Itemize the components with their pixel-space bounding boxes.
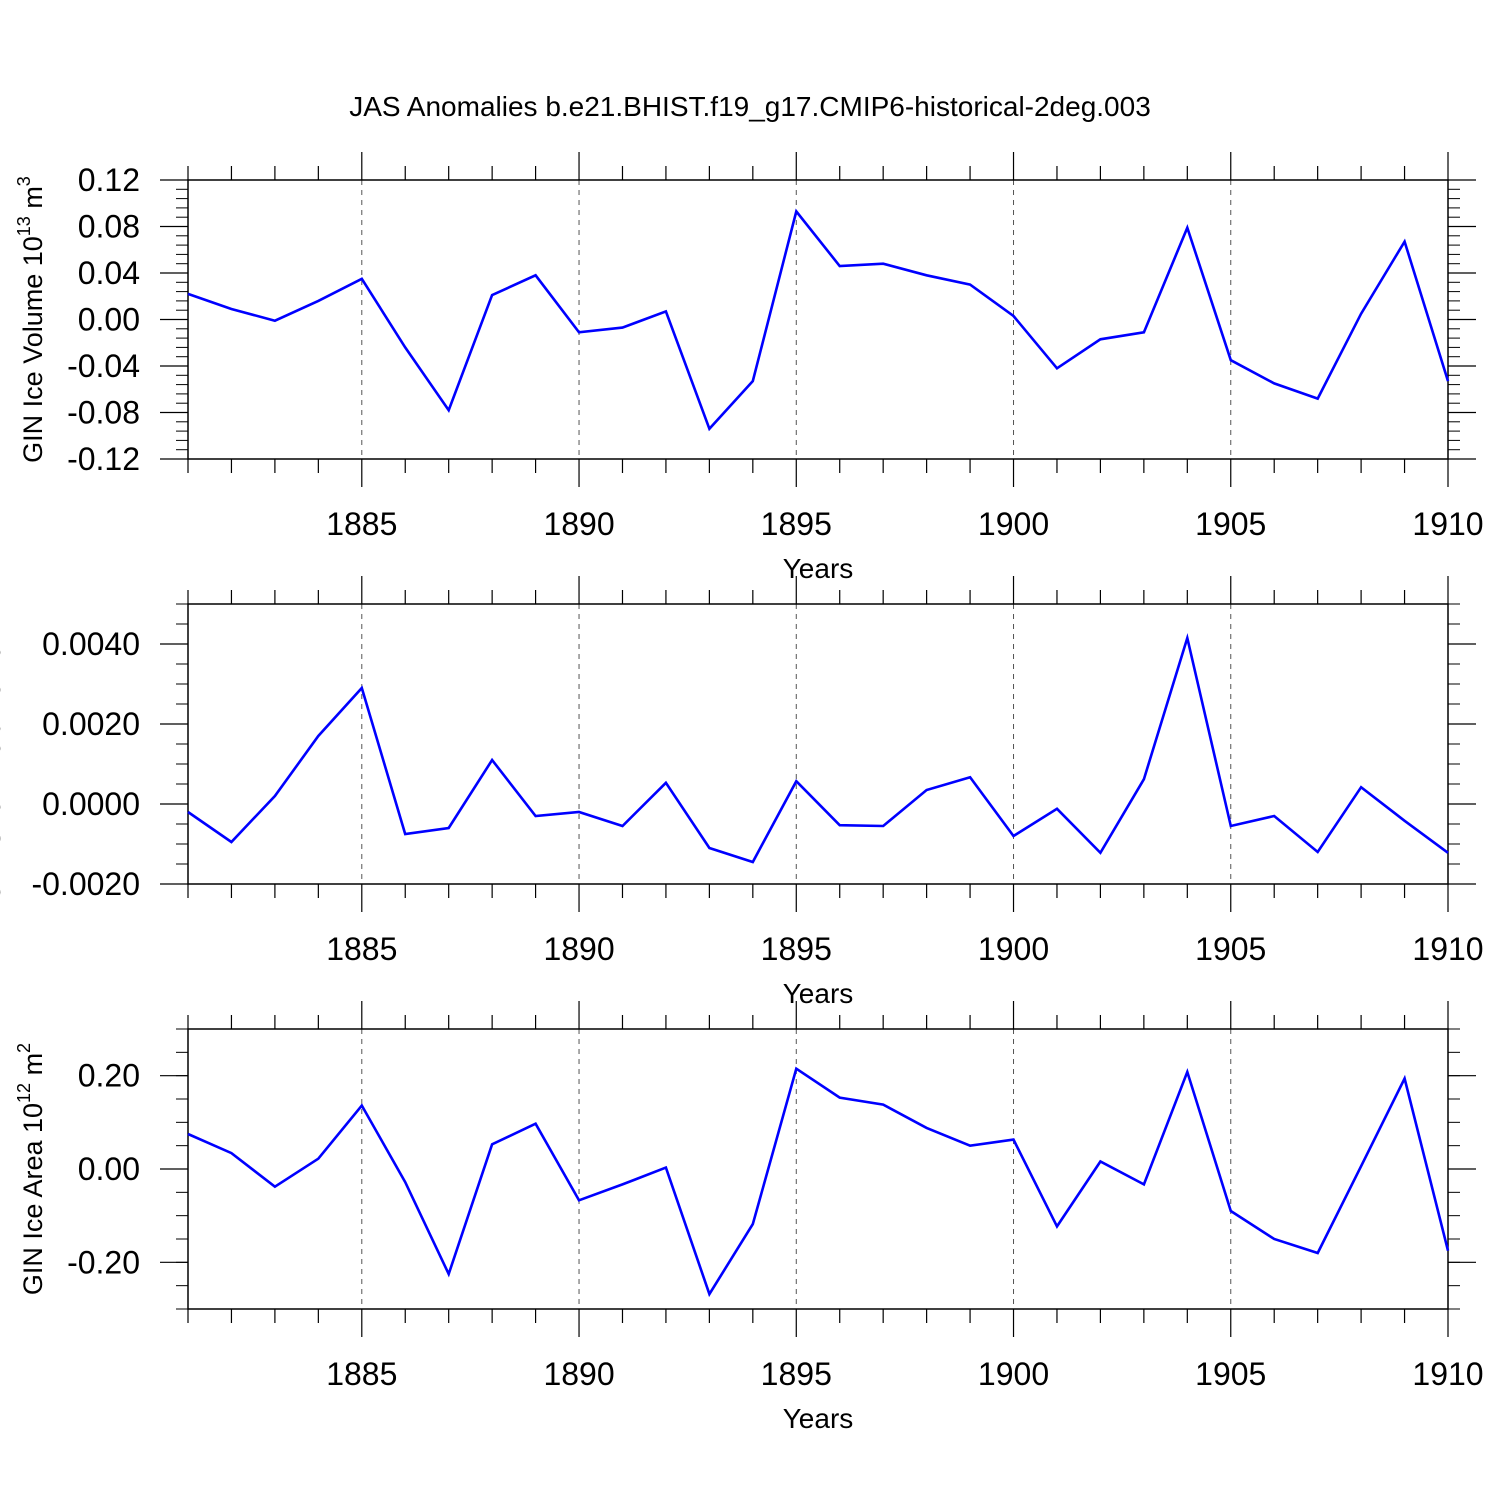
panel-snow-volume: -0.0020 0.0000 0.0020 0.0040 1885 1890 1895 190… [0, 576, 1484, 1009]
x-tick-label: 1900 [978, 1356, 1049, 1392]
y-tick-label: 0.04 [78, 255, 140, 291]
x-tick-label: 1900 [978, 931, 1049, 967]
y-tick-label: 0.0020 [42, 706, 140, 742]
x-axis-label: Years [783, 978, 854, 1009]
x-tick-label: 1900 [978, 506, 1049, 542]
y-tick-label: -0.08 [67, 395, 140, 431]
x-tick-label: 1905 [1195, 506, 1266, 542]
y-tick-label: -0.04 [67, 348, 140, 384]
x-tick-label: 1910 [1412, 931, 1483, 967]
series-line [187, 208, 1450, 432]
y-axis-label: GIN Ice Area 1012 m2 [14, 1043, 48, 1295]
y-tick-label: 0.12 [78, 162, 140, 198]
figure-title: JAS Anomalies b.e21.BHIST.f19_g17.CMIP6-… [349, 91, 1151, 122]
y-tick-label: 0.0000 [42, 786, 140, 822]
y-tick-label: -0.12 [67, 441, 140, 477]
y-tick-label: 0.00 [78, 302, 140, 338]
x-tick-label: 1885 [326, 931, 397, 967]
x-axis-label: Years [783, 1403, 854, 1434]
x-tick-label: 1890 [543, 1356, 614, 1392]
y-tick-label: 0.00 [78, 1151, 140, 1187]
x-tick-label: 1910 [1412, 506, 1483, 542]
y-axis-label: GIN Snow Volume 1013 m3 [0, 585, 6, 903]
x-tick-label: 1895 [761, 931, 832, 967]
x-tick-label: 1885 [326, 1356, 397, 1392]
x-tick-label: 1895 [761, 506, 832, 542]
y-tick-label: -0.20 [67, 1244, 140, 1280]
x-tick-label: 1890 [543, 506, 614, 542]
x-axis-label: Years [783, 553, 854, 584]
series-line [187, 632, 1449, 864]
y-tick-label: 0.0040 [42, 626, 140, 662]
panel-ice-volume: -0.12 -0.08 -0.04 0.00 0.04 0.08 0.12 1885 1890 1… [14, 152, 1484, 584]
y-tick-label: 0.08 [78, 209, 140, 245]
x-tick-label: 1885 [326, 506, 397, 542]
series-line [187, 1066, 1450, 1298]
x-tick-label: 1895 [761, 1356, 832, 1392]
panel-ice-area: -0.20 0.00 0.20 1885 1890 1895 1900 1905 1910 Yea… [14, 1001, 1484, 1434]
y-tick-label: 0.20 [78, 1058, 140, 1094]
y-axis-label: GIN Ice Volume 1013 m3 [14, 176, 48, 463]
y-tick-label: -0.0020 [31, 866, 140, 902]
x-tick-label: 1905 [1195, 931, 1266, 967]
x-tick-label: 1905 [1195, 1356, 1266, 1392]
x-tick-label: 1890 [543, 931, 614, 967]
x-tick-label: 1910 [1412, 1356, 1483, 1392]
